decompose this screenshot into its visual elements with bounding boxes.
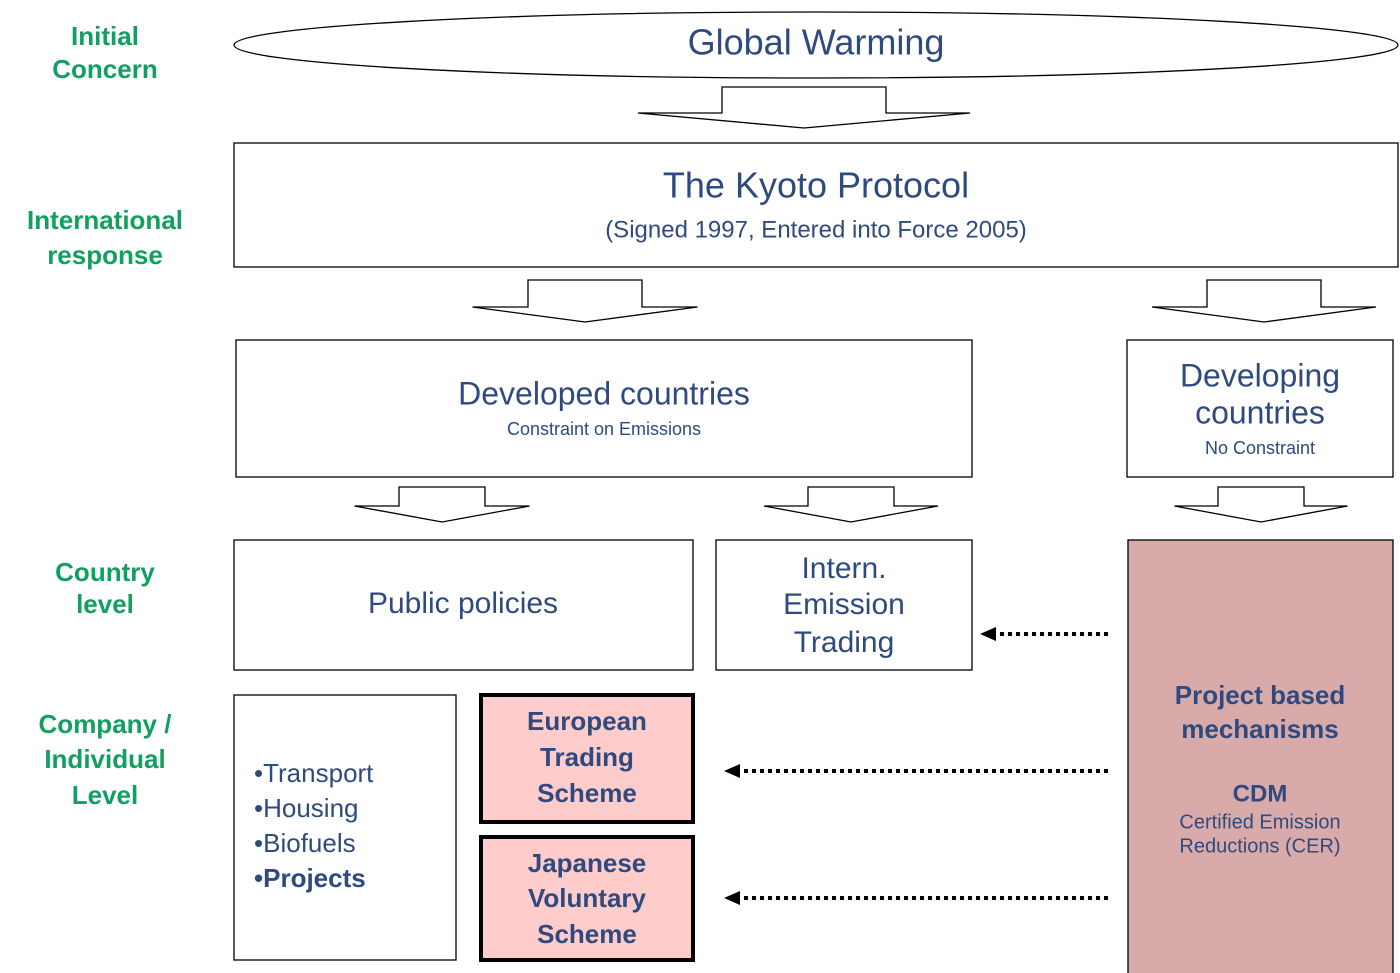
box — [715, 539, 973, 671]
node-subtitle: Constraint on Emissions — [507, 419, 701, 439]
box — [1127, 539, 1394, 973]
box — [233, 694, 457, 961]
box — [479, 693, 695, 824]
node-title: Developed countries — [458, 375, 750, 411]
box — [233, 539, 694, 671]
node-description: Reductions (CER) — [1179, 835, 1340, 857]
node-title: Global Warming — [688, 22, 945, 63]
box — [233, 142, 1399, 268]
level-label: Country — [55, 557, 155, 587]
node-title: Developing — [1180, 357, 1340, 393]
level-label: International — [27, 205, 183, 235]
node-title: Intern. — [801, 552, 886, 585]
bullet: • — [254, 793, 263, 823]
box — [1126, 339, 1394, 478]
list-item: •Projects — [254, 863, 366, 893]
item-text: Housing — [263, 793, 358, 823]
node-subtitle: No Constraint — [1205, 438, 1315, 458]
block-arrow — [472, 279, 698, 323]
node-title: countries — [1195, 394, 1325, 430]
node-description: Certified Emission — [1179, 811, 1340, 833]
arrowhead — [724, 891, 740, 905]
list-item: •Transport — [254, 758, 374, 788]
list-item: •Biofuels — [254, 828, 356, 858]
node-title: The Kyoto Protocol — [663, 165, 969, 206]
bullet: • — [254, 758, 263, 788]
level-label: response — [47, 240, 163, 270]
item-text: Projects — [263, 863, 366, 893]
bullet: • — [254, 828, 263, 858]
node-title: Trading — [794, 626, 895, 659]
node-title: Trading — [540, 742, 634, 772]
list-item: •Housing — [254, 793, 359, 823]
bullet: • — [254, 863, 263, 893]
node-subtitle: (Signed 1997, Entered into Force 2005) — [605, 216, 1027, 243]
block-arrow — [1174, 486, 1348, 523]
level-label: level — [76, 589, 134, 619]
level-label: Level — [72, 780, 139, 810]
level-label: Initial — [71, 21, 139, 51]
node-title: Scheme — [537, 919, 637, 949]
node-title: Voluntary — [528, 883, 647, 913]
box — [479, 835, 695, 962]
node-title: Project based — [1175, 680, 1346, 710]
block-arrow — [637, 86, 971, 129]
node-title: European — [527, 706, 647, 736]
node-title: mechanisms — [1181, 714, 1339, 744]
item-text: Biofuels — [263, 828, 356, 858]
node-subtitle: CDM — [1233, 780, 1288, 807]
arrowhead — [980, 627, 996, 641]
box — [235, 339, 973, 478]
node-title: Scheme — [537, 778, 637, 808]
node-title: Public policies — [368, 587, 558, 620]
level-label: Concern — [52, 54, 157, 84]
block-arrow — [1151, 279, 1377, 323]
level-label: Company / — [39, 709, 172, 739]
block-arrow — [763, 486, 939, 523]
arrowhead — [724, 764, 740, 778]
ellipse — [233, 11, 1399, 79]
node-title: Emission — [783, 588, 905, 621]
arrows — [354, 86, 1377, 523]
level-label: Individual — [44, 744, 165, 774]
node-title: Japanese — [528, 848, 647, 878]
block-arrow — [354, 486, 530, 523]
item-text: Transport — [263, 758, 374, 788]
